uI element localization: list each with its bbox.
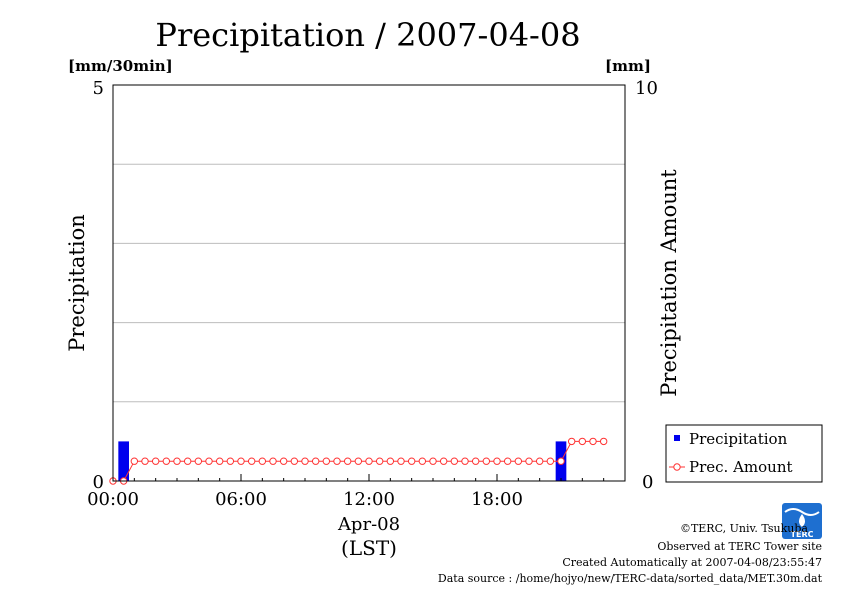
- prec-amount-point: [397, 457, 405, 465]
- footer-source: Data source : /home/hojyo/new/TERC-data/…: [438, 572, 823, 585]
- y-tick-label: 0: [93, 472, 104, 493]
- prec-amount-point: [589, 437, 597, 446]
- left-axis-unit: [mm/30min]: [68, 57, 173, 75]
- prec-amount-point: [205, 457, 213, 465]
- prec-amount-point: [546, 457, 555, 465]
- prec-amount-point: [258, 457, 267, 465]
- water-drop-icon: [799, 514, 805, 527]
- prec-amount-point: [247, 457, 256, 465]
- x-tick-label: 12:00: [343, 489, 395, 510]
- right-axis-unit: [mm]: [605, 57, 651, 75]
- y-tick-label: 5: [93, 78, 104, 99]
- legend: Precipitation Prec. Amount: [665, 424, 823, 483]
- prec-amount-point: [333, 457, 341, 465]
- prec-amount-point: [151, 457, 160, 465]
- prec-amount-point: [141, 457, 149, 465]
- prec-amount-point: [226, 457, 235, 465]
- footer-created: Created Automatically at 2007-04-08/23:5…: [562, 556, 822, 569]
- prec-amount-point: [194, 457, 203, 465]
- prec-amount-point: [343, 457, 352, 465]
- prec-amount-point: [557, 457, 565, 465]
- legend-precipitation-swatch: [674, 435, 680, 441]
- prec-amount-point: [482, 457, 491, 465]
- prec-amount-point: [578, 437, 587, 446]
- prec-amount-point: [503, 457, 512, 465]
- y-axis-title: Precipitation: [65, 214, 89, 352]
- prec-amount-point: [567, 437, 576, 446]
- prec-amount-point: [514, 457, 523, 465]
- plot-frame: [112, 84, 626, 482]
- prec-amount-point: [461, 457, 469, 465]
- precipitation-bar: [118, 441, 129, 481]
- y-right-tick-label: 0: [642, 472, 653, 493]
- prec-amount-point: [375, 457, 384, 465]
- prec-amount-point: [386, 457, 395, 465]
- y-axis-right-title: Precipitation Amount: [657, 169, 681, 397]
- logo-text: TERC: [791, 530, 814, 539]
- prec-amount-point: [439, 457, 448, 465]
- prec-amount-point: [279, 457, 288, 465]
- prec-amount-point: [407, 457, 416, 465]
- prec-amount-point: [269, 457, 277, 465]
- prec-amount-point: [535, 457, 544, 465]
- prec-amount-point: [418, 457, 427, 465]
- prec-amount-point: [493, 457, 501, 465]
- footer-site: Observed at TERC Tower site: [657, 540, 822, 553]
- prec-amount-point: [471, 457, 480, 465]
- prec-amount-point: [130, 457, 139, 465]
- prec-amount-point: [311, 457, 320, 465]
- legend-box: [665, 424, 823, 483]
- prec-amount-point: [173, 457, 181, 465]
- x-tick-label: 06:00: [215, 489, 267, 510]
- prec-amount-series: [109, 437, 608, 485]
- grid-lines: [113, 163, 625, 403]
- prec-amount-point: [162, 457, 171, 465]
- prec-amount-point: [599, 437, 608, 446]
- y-right-tick-label: 10: [635, 78, 658, 99]
- prec-amount-point: [365, 457, 373, 465]
- legend-amount-label: Prec. Amount: [689, 458, 793, 476]
- prec-amount-point: [215, 457, 224, 465]
- prec-amount-point: [322, 457, 331, 465]
- prec-amount-point: [237, 457, 245, 465]
- prec-amount-point: [354, 457, 363, 465]
- footer-copyright: ©TERC, Univ. Tsukuba: [680, 522, 808, 535]
- chart-title: Precipitation / 2007-04-08: [155, 16, 580, 54]
- axis-ticks: [112, 474, 626, 481]
- x-tick-label: 18:00: [471, 489, 523, 510]
- legend-precipitation-label: Precipitation: [689, 430, 788, 448]
- prec-amount-point: [183, 457, 192, 465]
- prec-amount-point: [301, 457, 309, 465]
- x-axis-zone: (LST): [341, 536, 397, 560]
- prec-amount-point: [429, 457, 437, 465]
- x-axis-date: Apr-08: [337, 514, 400, 535]
- terc-logo: TERC: [782, 503, 822, 539]
- prec-amount-point: [290, 457, 299, 465]
- prec-amount-point: [525, 457, 533, 465]
- prec-amount-point: [450, 457, 459, 465]
- legend-amount-marker: [673, 463, 681, 471]
- x-tick-label: 00:00: [87, 489, 139, 510]
- logo-wave: [784, 508, 820, 516]
